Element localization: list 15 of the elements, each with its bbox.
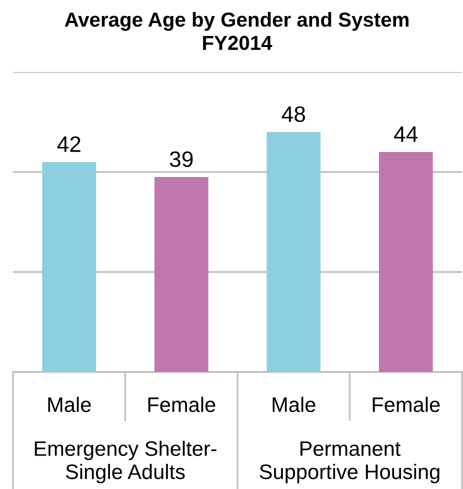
bar: [266, 132, 321, 372]
data-label: 48: [282, 106, 306, 122]
data-label: 39: [170, 151, 193, 168]
bar: [154, 177, 208, 372]
data-label: 42: [57, 136, 80, 152]
bar: [378, 152, 433, 372]
x-tick-label: Male: [272, 396, 316, 412]
data-label: 44: [394, 126, 418, 142]
text: Emergency Shelter- Single Adults: [34, 440, 216, 484]
x-tick-label: Male: [48, 396, 91, 412]
bar: [42, 162, 96, 372]
x-tick-label: Female: [372, 396, 440, 412]
x-tick-label: Female: [148, 396, 216, 412]
chart-title: Average Age by Gender and System FY2014: [64, 12, 408, 50]
text: Permanent Supportive Housing: [260, 441, 440, 484]
